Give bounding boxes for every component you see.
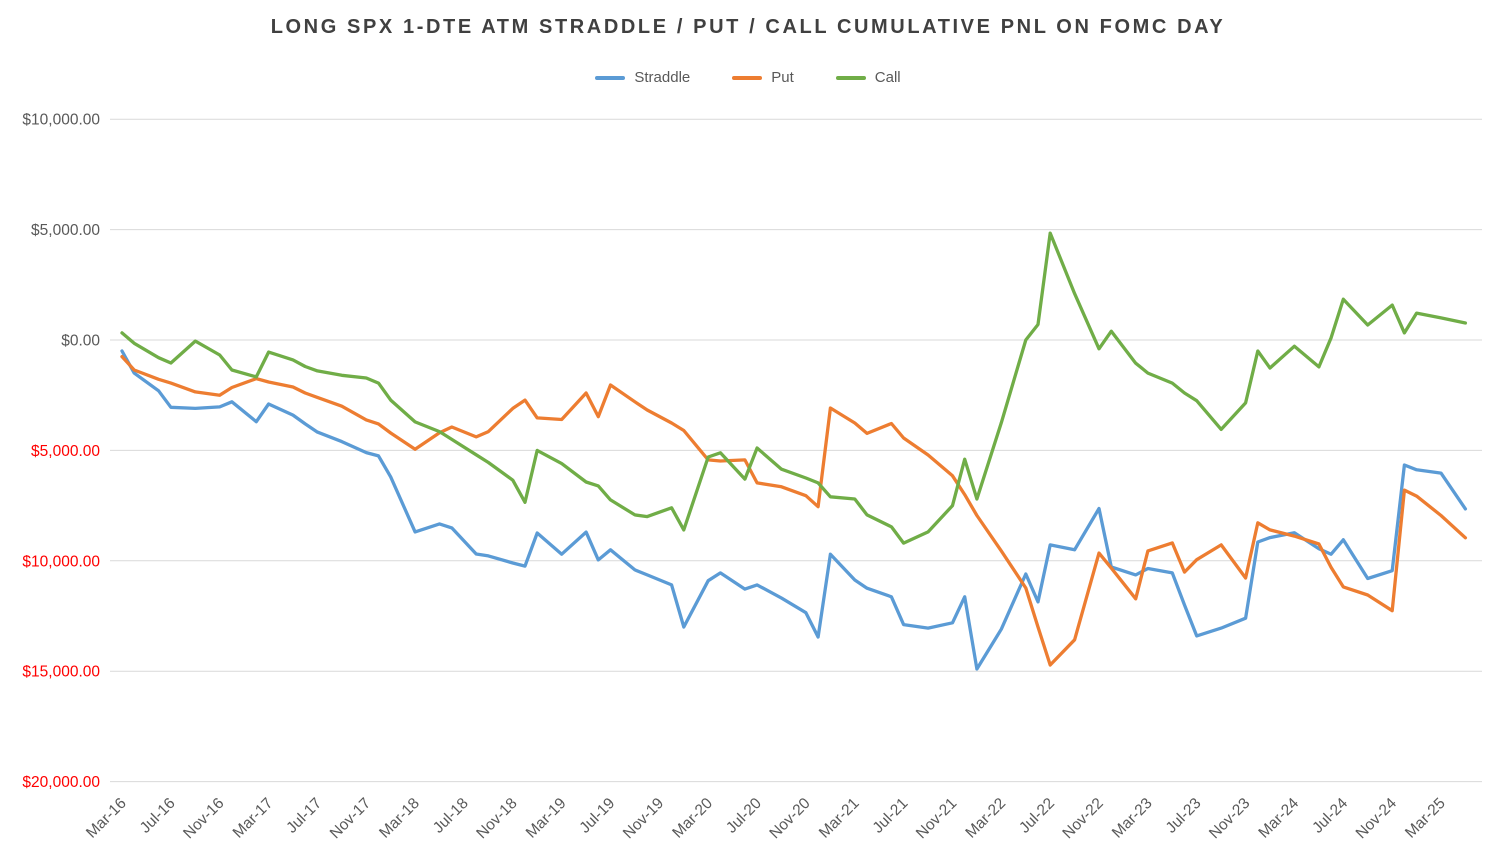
x-axis-label: Mar-19 <box>523 795 570 842</box>
y-axis-label: $15,000.00 <box>22 664 100 681</box>
x-axis-label: Jul-18 <box>430 795 472 837</box>
y-axis-label: $5,000.00 <box>31 443 100 460</box>
x-axis-label: Mar-20 <box>669 795 716 842</box>
series-line-put <box>120 354 1468 667</box>
legend-swatch-straddle <box>595 75 626 80</box>
legend-label: Call <box>874 69 901 86</box>
y-axis-label: $0.00 <box>61 333 100 350</box>
x-axis-label: Nov-23 <box>1206 795 1253 842</box>
x-axis-label: Jul-19 <box>576 795 618 837</box>
x-axis-label: Jul-23 <box>1163 795 1205 837</box>
legend-item-straddle: Straddle <box>595 69 690 86</box>
x-axis-label: Mar-24 <box>1255 795 1302 842</box>
series-line-straddle <box>120 349 1468 671</box>
x-axis-label: Jul-17 <box>283 795 325 837</box>
x-axis-label: Jul-24 <box>1309 795 1351 837</box>
legend-label: Put <box>771 69 794 86</box>
legend-swatch-call <box>835 75 866 80</box>
series-line-call <box>120 231 1468 545</box>
x-axis-label: Mar-16 <box>83 795 130 842</box>
x-axis-label: Jul-22 <box>1016 795 1058 837</box>
x-axis-label: Nov-18 <box>473 795 520 842</box>
y-axis-label: $5,000.00 <box>31 222 100 239</box>
x-axis-label: Jul-16 <box>137 795 179 837</box>
x-axis-label: Mar-21 <box>816 795 863 842</box>
legend-swatch-put <box>732 75 763 80</box>
x-axis-label: Nov-16 <box>180 795 227 842</box>
x-axis-label: Nov-17 <box>327 795 374 842</box>
chart-title: LONG SPX 1-DTE ATM STRADDLE / PUT / CALL… <box>270 16 1226 38</box>
legend-item-call: Call <box>835 69 901 86</box>
x-axis-label: Mar-22 <box>962 795 1009 842</box>
x-axis-label: Mar-23 <box>1109 795 1156 842</box>
x-axis-label: Mar-17 <box>230 795 277 842</box>
legend-item-put: Put <box>732 69 794 86</box>
x-axis-label: Nov-20 <box>766 795 814 843</box>
y-axis-label: $10,000.00 <box>22 553 100 570</box>
x-axis-label: Nov-21 <box>913 795 960 842</box>
y-axis-label: $20,000.00 <box>22 774 100 791</box>
x-axis-label: Nov-19 <box>620 795 667 842</box>
x-axis-label: Mar-25 <box>1402 795 1449 842</box>
x-axis-label: Jul-21 <box>870 795 912 837</box>
x-axis-label: Nov-24 <box>1353 795 1401 843</box>
y-axis-label: $10,000.00 <box>22 112 100 129</box>
x-axis-label: Jul-20 <box>723 795 765 837</box>
x-axis-label: Mar-18 <box>376 795 423 842</box>
x-axis-label: Nov-22 <box>1059 795 1106 842</box>
chart-legend: Straddle Put Call <box>0 69 1496 86</box>
legend-label: Straddle <box>634 69 691 86</box>
